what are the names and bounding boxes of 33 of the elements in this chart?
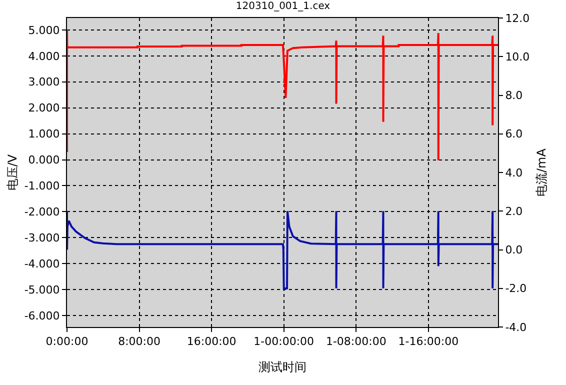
x-tick-label: 16:00:00 [186, 335, 236, 348]
y-tick-label: -4.000 [24, 257, 60, 270]
x-axis-title: 测试时间 [258, 360, 306, 374]
y2-tick-label: 10.0 [505, 50, 530, 64]
y2-tick-label: 2.0 [505, 204, 523, 218]
y-tick-label: 2.000 [28, 102, 60, 115]
y-tick-label: -6.000 [24, 309, 60, 322]
x-tick-label: 1-16:00:00 [398, 335, 459, 348]
y-tick-label: -2.000 [24, 206, 60, 219]
y-tick-label: 0.000 [28, 154, 60, 167]
line-series [67, 210, 498, 290]
y2-tick-label: 8.0 [505, 89, 523, 102]
x-tick-label: 0:00:00 [46, 335, 88, 348]
y2-tick-label: -2.0 [505, 282, 527, 296]
y2-tick-label: 12.0 [505, 12, 530, 25]
chart-title: 120310_001_1.cex [236, 0, 330, 12]
y2-tick-label: 0.0 [505, 244, 523, 257]
x-tick-label: 1-00:00:00 [254, 335, 314, 348]
y2-tick-label: 4.0 [505, 166, 523, 180]
y-tick-label: 4.000 [28, 50, 60, 63]
y-tick-label: 5.000 [28, 24, 60, 37]
y-tick-label: -1.000 [24, 180, 60, 193]
line-series [67, 28, 498, 162]
y-axis-title: 电压/V [6, 154, 20, 191]
y-tick-label: -5.000 [24, 283, 60, 296]
y-tick-label: 1.000 [28, 128, 60, 141]
y2-tick-label: -4.0 [505, 320, 527, 334]
y2-tick-label: 6.0 [505, 128, 523, 141]
x-tick-label: 8:00:00 [118, 335, 160, 348]
x-tick-label: 1-08:00:00 [326, 335, 386, 348]
y2-axis-title: 电流/mA [534, 148, 549, 196]
y-tick-label: -3.000 [24, 232, 60, 245]
y-tick-label: 3.000 [28, 76, 60, 89]
